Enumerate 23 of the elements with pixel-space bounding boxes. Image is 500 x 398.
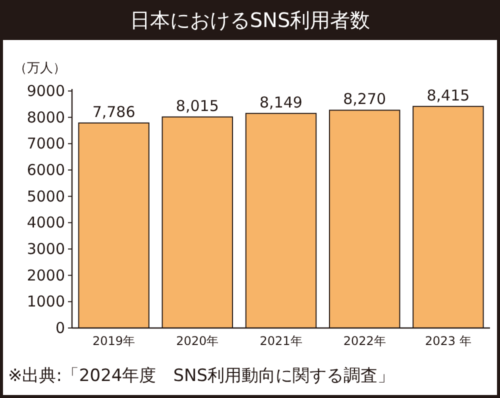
- y-tick-label: 4000: [26, 214, 65, 232]
- data-label: 8,415: [426, 86, 470, 104]
- data-label: 7,786: [92, 102, 136, 121]
- y-axis-title: （万人）: [14, 61, 66, 76]
- data-label: 8,270: [343, 90, 386, 108]
- x-tick-label: 2022年: [343, 334, 386, 348]
- y-tick-label: 0: [55, 319, 65, 337]
- x-tick-label: 2021年: [260, 334, 302, 348]
- chart-title: 日本におけるSNS利用者数: [130, 8, 370, 32]
- x-tick-label: 2023 年: [425, 334, 472, 348]
- text: ※出典:「2024年度 SNS利用動向に関する調査」: [8, 366, 395, 386]
- x-tick-label: 2019年: [92, 334, 136, 348]
- x-tick-label: 2020年: [176, 334, 219, 348]
- data-label: 8,149: [260, 93, 302, 112]
- y-tick-label: 6000: [26, 161, 65, 179]
- y-tick-label: 9000: [26, 82, 65, 100]
- y-tick-label: 2000: [26, 266, 65, 284]
- y-tick-label: 7000: [26, 134, 65, 153]
- y-tick-label: 3000: [26, 240, 65, 258]
- data-label: 8,015: [176, 96, 219, 115]
- y-tick-label: 1000: [26, 292, 65, 311]
- y-tick-label: 5000: [26, 187, 65, 206]
- y-tick-label: 8000: [26, 108, 65, 126]
